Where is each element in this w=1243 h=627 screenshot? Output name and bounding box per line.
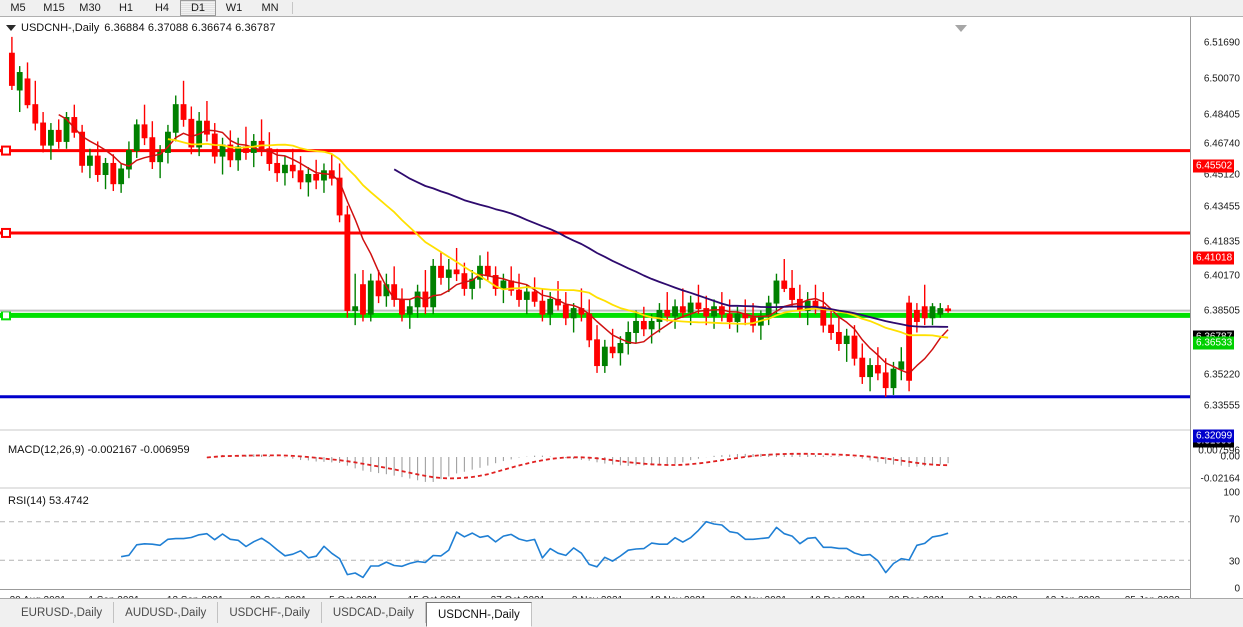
- time-tick-label: 23 Sep 2021: [250, 595, 307, 598]
- price-badge-hline-level[interactable]: 6.41018: [1193, 251, 1235, 265]
- indicator-scale-label: -0.02164: [1200, 473, 1240, 485]
- time-tick-label: 15 Oct 2021: [408, 595, 462, 598]
- price-badge-hline-level[interactable]: 6.45502: [1193, 159, 1235, 173]
- toolbar-divider: [292, 2, 293, 14]
- timeframe-button-m30[interactable]: M30: [79, 2, 101, 14]
- indicator-scale-label: 70: [1228, 514, 1240, 526]
- time-tick-label: 3 Jan 2022: [968, 595, 1018, 598]
- time-tick-label: 27 Oct 2021: [491, 595, 545, 598]
- plot-canvas[interactable]: [0, 17, 1190, 598]
- rsi-caption-label: RSI(14) 53.4742: [8, 495, 89, 507]
- price-tick-label: 6.51690: [1203, 37, 1240, 49]
- ohlc-values-label: 6.36884 6.37088 6.36674 6.36787: [104, 22, 276, 34]
- price-tick-label: 6.40170: [1203, 270, 1240, 282]
- chart-tab-usdchf[interactable]: USDCHF-,Daily: [218, 602, 322, 623]
- symbol-name-label: USDCNH-,Daily: [21, 22, 100, 34]
- macd-caption-label: MACD(12,26,9) -0.002167 -0.006959: [8, 444, 190, 456]
- symbol-info-header: USDCNH-,Daily 6.36884 6.37088 6.36674 6.…: [6, 22, 276, 34]
- time-tick-label: 8 Nov 2021: [572, 595, 623, 598]
- price-badge-bid-price[interactable]: 6.36533: [1193, 336, 1235, 350]
- chart-tab-usdcad[interactable]: USDCAD-,Daily: [322, 602, 426, 623]
- time-tick-label: 22 Dec 2021: [888, 595, 945, 598]
- price-tick-label: 6.33555: [1203, 400, 1240, 412]
- time-tick-label: 13 Sep 2021: [167, 595, 224, 598]
- time-tick-label: 25 Jan 2022: [1125, 595, 1180, 598]
- chart-tab-usdcnh[interactable]: USDCNH-,Daily: [425, 602, 532, 627]
- time-tick-label: 18 Nov 2021: [650, 595, 707, 598]
- indicator-scale-label: 100: [1223, 487, 1240, 499]
- time-tick-label: 20 Aug 2021: [10, 595, 66, 598]
- indicator-scale-label: 30: [1228, 556, 1240, 568]
- price-tick-label: 6.43455: [1203, 201, 1240, 213]
- triangle-down-icon[interactable]: [6, 25, 16, 31]
- price-tick-label: 6.38505: [1203, 305, 1240, 317]
- indicator-scale-label: 0.007596: [1198, 445, 1240, 457]
- time-tick-label: 10 Dec 2021: [810, 595, 867, 598]
- candlestick-plot-layer: [0, 36, 1190, 579]
- chart-tab-audusd[interactable]: AUDUSD-,Daily: [114, 602, 219, 623]
- timeframe-button-h4[interactable]: H4: [154, 2, 170, 14]
- indicator-scale-label: 0.00: [1220, 451, 1240, 463]
- chart-area[interactable]: USDCNH-,Daily 6.36884 6.37088 6.36674 6.…: [0, 17, 1243, 598]
- price-tick-label: 6.48405: [1203, 109, 1240, 121]
- timeframe-toolbar: M5 M15 M30 H1 H4 D1 W1 MN: [0, 0, 1243, 17]
- price-tick-label: 6.41835: [1203, 236, 1240, 248]
- price-tick-label: 6.35220: [1203, 369, 1240, 381]
- price-badge-hline-level[interactable]: 6.32099: [1193, 429, 1235, 443]
- timeframe-button-d1[interactable]: D1: [180, 0, 216, 16]
- timeframe-button-m15[interactable]: M15: [43, 2, 65, 14]
- chart-tab-eurusd[interactable]: EURUSD-,Daily: [10, 602, 115, 623]
- time-tick-label: 1 Sep 2021: [88, 595, 139, 598]
- toolbar-empty-area: [297, 0, 1243, 16]
- timeframe-button-m5[interactable]: M5: [10, 2, 26, 14]
- timeframe-button-group: M5 M15 M30 H1 H4 D1 W1 MN: [0, 0, 288, 16]
- chart-tab-bar: EURUSD-,Daily AUDUSD-,Daily USDCHF-,Daily U…: [0, 598, 1243, 627]
- time-axis[interactable]: 20 Aug 2021 1 Sep 2021 13 Sep 2021 23 Sep 2…: [0, 589, 1190, 598]
- timeframe-button-w1[interactable]: W1: [225, 2, 243, 14]
- price-tick-label: 6.50070: [1203, 73, 1240, 85]
- indicator-scale-label: 0: [1234, 583, 1240, 595]
- timeframe-button-mn[interactable]: MN: [261, 2, 279, 14]
- price-axis[interactable]: 6.51690 6.50070 6.48405 6.46740 6.45120 6.434…: [1190, 17, 1243, 598]
- timeframe-button-h1[interactable]: H1: [118, 2, 134, 14]
- triangle-down-marker-icon: [955, 25, 967, 32]
- time-tick-label: 5 Oct 2021: [329, 595, 378, 598]
- price-tick-label: 6.45120: [1203, 169, 1240, 181]
- time-tick-label: 30 Nov 2021: [730, 595, 787, 598]
- price-tick-label: 6.46740: [1203, 138, 1240, 150]
- time-tick-label: 13 Jan 2022: [1045, 595, 1100, 598]
